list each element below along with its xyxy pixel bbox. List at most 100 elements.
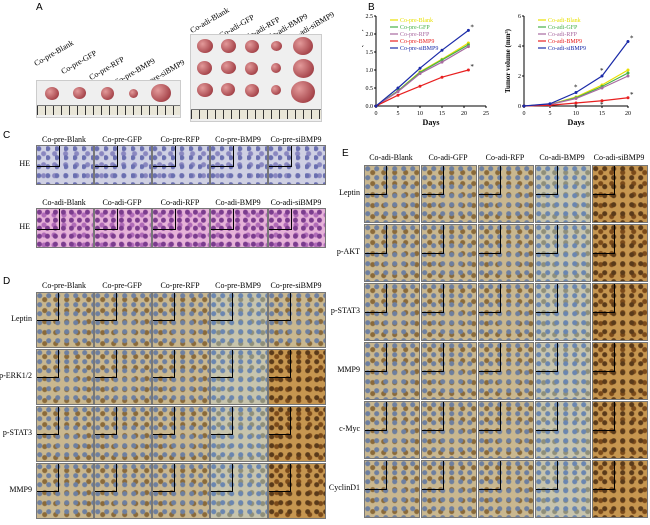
micrograph	[421, 460, 477, 518]
micrograph	[478, 460, 534, 518]
micrograph	[592, 342, 648, 400]
micrograph-inset	[269, 464, 291, 492]
micrograph	[535, 342, 591, 400]
column-header: Co-adi-siBMP9	[593, 153, 645, 162]
micrograph-inset	[479, 166, 501, 195]
y-tick-label: 2	[518, 74, 521, 80]
legend-entry: Co-pre-RFP	[400, 32, 430, 38]
micrograph-inset	[365, 461, 387, 490]
column-header: Co-pre-Blank	[42, 281, 86, 290]
he-micrograph	[152, 208, 210, 248]
tumor	[221, 83, 235, 96]
row-label: HE	[19, 222, 30, 231]
micrograph-inset	[95, 146, 118, 167]
micrograph	[421, 224, 477, 282]
micrograph	[364, 460, 420, 518]
significance-star: *	[630, 91, 634, 99]
legend-entry: Co-pre-GFP	[400, 25, 430, 31]
micrograph	[364, 342, 420, 400]
tumor	[291, 81, 315, 103]
micrograph-inset	[211, 146, 234, 167]
y-tick-label: 6	[518, 14, 521, 20]
micrograph-inset	[37, 293, 59, 321]
y-tick-label: 4	[518, 44, 521, 50]
row-label: p-STAT3	[2, 428, 32, 437]
x-tick-label: 5	[397, 111, 400, 117]
column-header: Co-adi-Blank	[42, 198, 86, 207]
micrograph-inset	[536, 343, 558, 372]
data-point	[396, 90, 400, 94]
panel-label-e: E	[342, 148, 349, 159]
legend-entry: Co-pre-BMP9	[400, 39, 434, 45]
row-label: MMP9	[9, 485, 32, 494]
tumor	[197, 83, 213, 97]
micrograph	[478, 165, 534, 223]
tumor	[271, 85, 281, 95]
column-header: Co-adi-RFP	[485, 153, 525, 162]
column-header: Co-pre-Blank	[42, 135, 86, 144]
micrograph-inset	[153, 146, 176, 167]
he-micrograph	[268, 145, 326, 185]
data-point	[466, 68, 470, 72]
micrograph-inset	[153, 350, 175, 378]
micrograph-inset	[479, 284, 501, 313]
legend-entry: Co-adi-siBMP9	[548, 46, 586, 52]
tumor	[245, 84, 259, 97]
data-point	[440, 60, 444, 64]
row-label: c-Myc	[339, 424, 360, 433]
micrograph-inset	[536, 402, 558, 431]
data-point	[626, 68, 630, 72]
x-tick-label: 20	[461, 111, 467, 117]
tumor	[293, 37, 313, 55]
column-header: Co-pre-GFP	[102, 135, 142, 144]
micrograph	[478, 224, 534, 282]
data-point	[466, 28, 470, 32]
x-tick-label: 10	[417, 111, 423, 117]
y-axis-label: Tumor volume (mm³)	[504, 28, 512, 93]
data-point	[522, 104, 526, 108]
y-tick-label: 2.5	[366, 14, 374, 20]
data-point	[548, 102, 552, 106]
data-point	[574, 97, 578, 100]
micrograph-inset	[536, 166, 558, 195]
row-label: MMP9	[337, 365, 360, 374]
micrograph-inset	[211, 407, 233, 435]
micrograph-inset	[37, 407, 59, 435]
micrograph-inset	[95, 293, 117, 321]
micrograph	[364, 401, 420, 459]
data-point	[418, 72, 422, 76]
micrograph	[364, 224, 420, 282]
micrograph	[210, 349, 268, 405]
tumor	[73, 87, 86, 99]
column-header: Co-adi-BMP9	[539, 153, 585, 162]
micrograph-inset	[37, 350, 59, 378]
micrograph	[152, 406, 210, 462]
row-label: Leptin	[339, 188, 360, 197]
micrograph	[592, 165, 648, 223]
micrograph	[152, 292, 210, 348]
data-point	[440, 48, 444, 52]
micrograph-inset	[422, 402, 444, 431]
micrograph-inset	[269, 209, 292, 230]
legend-entry: Co-adi-Blank	[548, 18, 581, 24]
row-label: CyclinD1	[328, 483, 360, 492]
micrograph	[421, 283, 477, 341]
micrograph-inset	[269, 407, 291, 435]
data-point	[626, 74, 630, 78]
data-point	[440, 75, 444, 79]
micrograph-inset	[422, 225, 444, 254]
he-micrograph	[36, 208, 94, 248]
data-point	[626, 40, 630, 43]
data-point	[466, 45, 470, 49]
micrograph-inset	[95, 464, 117, 492]
micrograph	[94, 463, 152, 519]
tumor	[293, 59, 314, 78]
he-micrograph	[210, 208, 268, 248]
micrograph	[36, 349, 94, 405]
micrograph-inset	[422, 343, 444, 372]
series-line	[375, 46, 469, 107]
significance-star: *	[630, 35, 634, 43]
x-tick-label: 0	[375, 111, 378, 117]
micrograph	[210, 463, 268, 519]
series-line	[375, 69, 469, 107]
